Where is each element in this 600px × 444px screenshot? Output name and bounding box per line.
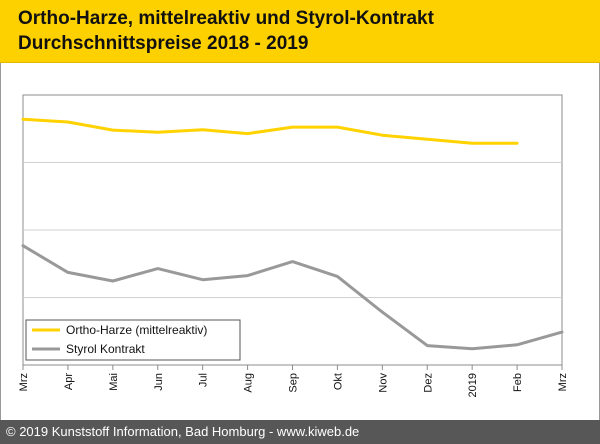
- x-tick-label: Apr: [63, 373, 75, 390]
- x-tick-label: 2019: [467, 373, 479, 397]
- x-tick-label: Dez: [422, 373, 434, 393]
- x-tick-label: Aug: [243, 373, 255, 393]
- copyright-text: © 2019 Kunststoff Information, Bad Hombu…: [6, 424, 360, 439]
- legend-label-2: Styrol Kontrakt: [66, 342, 145, 356]
- x-tick-label: Sep: [288, 373, 300, 393]
- line-chart: Mrz Apr Mai Jun Jul Aug Sep Okt Nov Dez 2019 Feb Mrz…: [18, 94, 569, 397]
- x-tick-label: Nov: [377, 373, 389, 393]
- x-tick-label: Jul: [198, 373, 210, 387]
- chart-title: Ortho-Harze, mittelreaktiv und Styrol-Ko…: [18, 8, 434, 29]
- x-tick-label: Mrz: [18, 373, 30, 391]
- x-tick-label: Mai: [108, 373, 120, 391]
- chart-subtitle: Durchschnittspreise 2018 - 2019: [18, 33, 309, 54]
- legend-label-1: Ortho-Harze (mittelreaktiv): [66, 323, 207, 337]
- chart-header: Ortho-Harze, mittelreaktiv und Styrol-Ko…: [0, 0, 600, 63]
- footer-bar: © 2019 Kunststoff Information, Bad Hombu…: [0, 420, 600, 444]
- series-line-1: [21, 117, 519, 145]
- x-tick-label: Jun: [153, 373, 165, 391]
- x-tick-label: Feb: [512, 373, 524, 392]
- x-tick-label: Okt: [332, 373, 344, 390]
- x-tick-label: Mrz: [557, 373, 569, 391]
- legend-box: [25, 319, 241, 361]
- series-line-2: [21, 244, 564, 351]
